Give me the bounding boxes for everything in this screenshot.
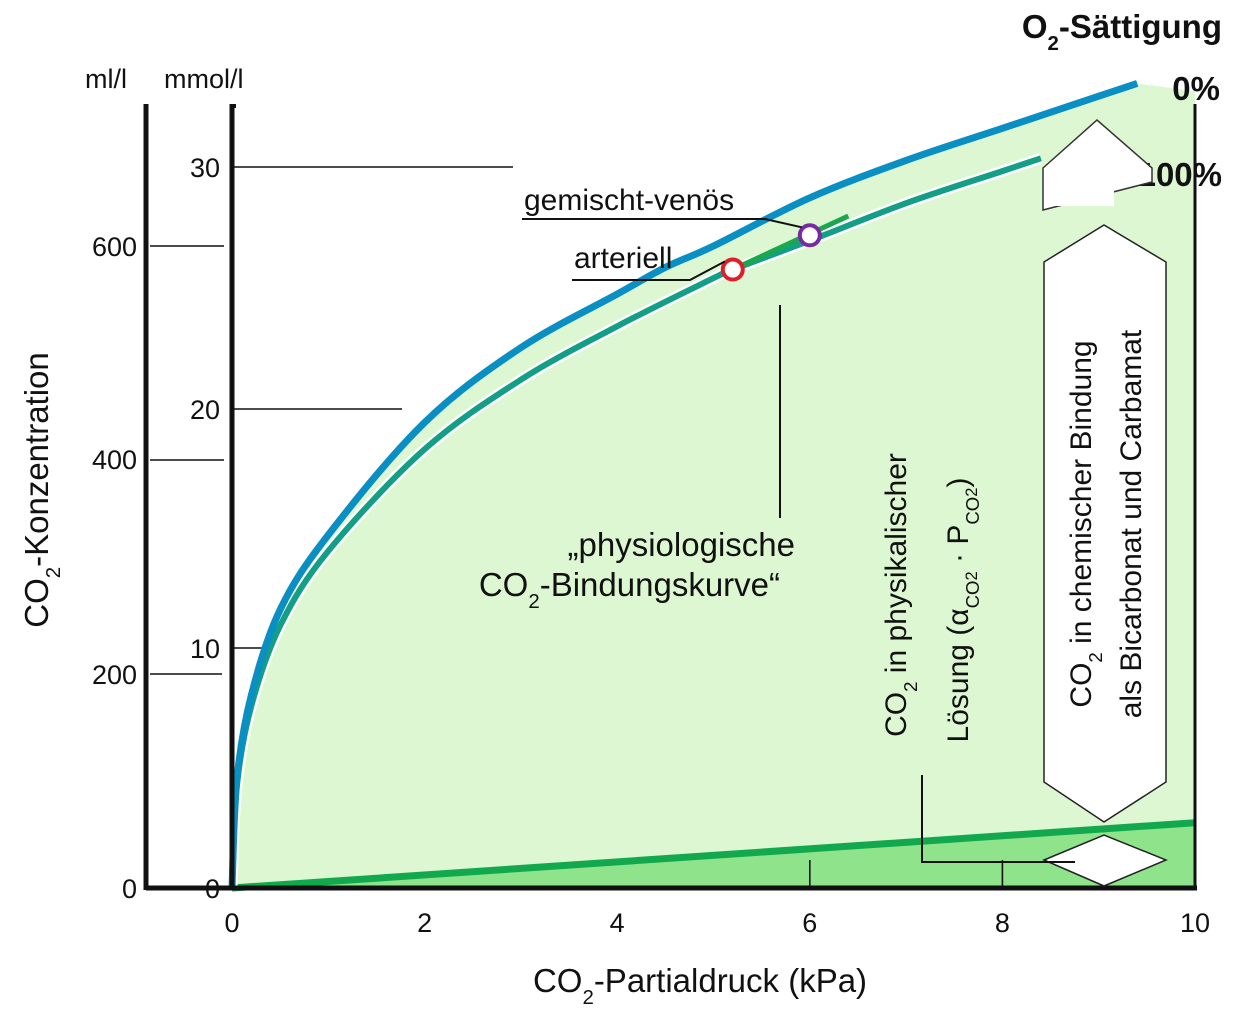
- x-axis-title: CO2-Partialdruck (kPa): [533, 962, 867, 1009]
- x-tick-label-4: 4: [610, 908, 625, 938]
- physical-solution-leader: [921, 775, 1075, 863]
- unit-ml: ml/l: [85, 64, 127, 94]
- mmol-tick-label-10: 10: [190, 634, 220, 664]
- physical-solution-text-2: Lösung (αCO2 · PCO2): [942, 478, 983, 743]
- mmol-tick-label-20: 20: [190, 395, 220, 425]
- point-arterial: [720, 257, 745, 282]
- x-tick-label-0: 0: [224, 908, 239, 938]
- sat-0-curve: [228, 80, 1139, 889]
- chemical-binding-text-1: CO2 in chemischer Bindung: [1065, 340, 1106, 707]
- ml-tick-label-0: 0: [122, 874, 137, 904]
- saturation-bracket-fill: [1044, 170, 1114, 206]
- point-venous: [797, 223, 822, 248]
- venous-leader: [522, 218, 803, 229]
- x-tick-label-8: 8: [995, 908, 1010, 938]
- x-tick-label-10: 10: [1180, 908, 1210, 938]
- physio-label-2: CO2-Bindungskurve“: [479, 566, 780, 613]
- unit-mmol: mmol/l: [164, 64, 244, 94]
- arterial-label: arteriell: [574, 242, 672, 275]
- physiological-binding-line: [731, 213, 850, 272]
- chemical-binding-text-2: als Bicarbonat und Carbamat: [1115, 329, 1148, 718]
- saturation-0-label: 0%: [1172, 70, 1220, 107]
- physical-solution-marker: [1042, 834, 1168, 887]
- x-tick-label-6: 6: [802, 908, 817, 938]
- arterial-leader: [572, 260, 726, 281]
- area-chemical-binding: [232, 83, 1195, 888]
- y-axis-title: CO2-Konzentration: [18, 352, 65, 628]
- ml-tick-label-600: 600: [92, 232, 137, 262]
- physical-solution-text-1: CO2 in physikalischer: [880, 453, 921, 737]
- physio-label-1: „physiologische: [568, 526, 795, 563]
- mmol-tick-label-30: 30: [190, 153, 220, 183]
- venous-label: gemischt-venös: [524, 184, 734, 217]
- saturation-title: O2-Sättigung: [1022, 8, 1222, 55]
- mmol-tick-label-0: 0: [205, 874, 220, 904]
- ml-tick-label-200: 200: [92, 660, 137, 690]
- physical-solution-line: [231, 819, 1196, 892]
- chemical-binding-box: [1043, 224, 1167, 823]
- ml-tick-label-400: 400: [92, 445, 137, 475]
- x-tick-label-2: 2: [417, 908, 432, 938]
